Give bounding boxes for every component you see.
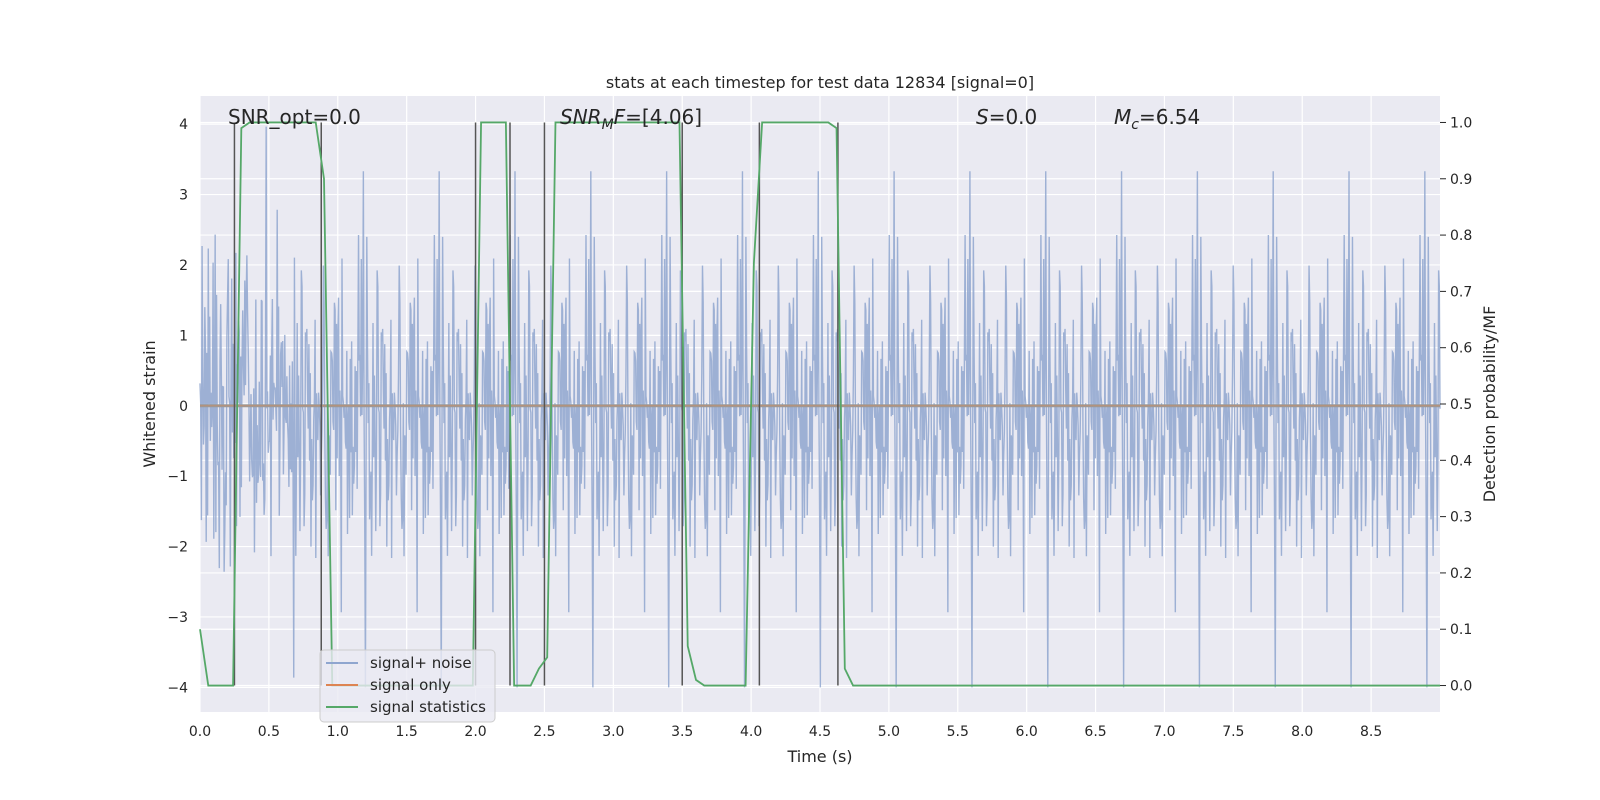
y2-axis-label: Detection probability/MF — [1480, 306, 1499, 503]
annotation-snr-mf-value: =[4.06] — [625, 105, 702, 129]
x-tick-label: 3.0 — [602, 724, 624, 740]
annotation-snr-mf-italic: SNR — [560, 105, 602, 129]
annotation-snr-mf-sub: M — [602, 117, 614, 133]
y-tick-label: −1 — [167, 469, 188, 485]
annotation-mc-sub: c — [1131, 117, 1139, 133]
y2-tick-label: 0.5 — [1450, 397, 1472, 413]
x-tick-label: 8.5 — [1360, 724, 1382, 740]
x-tick-label: 4.5 — [809, 724, 831, 740]
y2-tick-labels: 1.0 0.9 0.8 0.7 0.6 0.5 0.4 0.3 0.2 0.1 0.0 — [1440, 115, 1472, 695]
annotation-snr-opt: SNR_opt=0.0 — [228, 105, 361, 129]
x-tick-label: 0.0 — [189, 724, 211, 740]
y2-tick-label: 0.9 — [1450, 172, 1472, 188]
signal-noise-line — [199, 126, 1441, 688]
annotation-mc: Mc=6.54 — [1114, 105, 1200, 133]
y2-tick-label: 1.0 — [1450, 115, 1472, 131]
y2-tick-label: 0.0 — [1450, 679, 1472, 695]
y-tick-label: 1 — [179, 328, 188, 344]
y-tick-label: −4 — [167, 680, 188, 696]
y-tick-label: 3 — [179, 188, 188, 204]
x-tick-labels: 0.0 0.5 1.0 1.5 2.0 2.5 3.0 3.5 4.0 4.5 5.0 5.5 6.0 6… — [189, 724, 1382, 740]
signal-noise-series — [199, 126, 1441, 688]
x-tick-label: 3.5 — [671, 724, 693, 740]
x-tick-label: 7.0 — [1153, 724, 1175, 740]
y-tick-label: −2 — [167, 540, 188, 556]
grid-lines — [199, 96, 1440, 712]
legend-label-signal-noise: signal+ noise — [370, 654, 472, 672]
y2-tick-label: 0.1 — [1450, 622, 1472, 638]
annotation-s-value: =0.0 — [989, 105, 1038, 129]
x-tick-label: 2.5 — [533, 724, 555, 740]
y2-tick-label: 0.4 — [1450, 453, 1472, 469]
annotation-snr-mf-italic2: F — [614, 105, 626, 129]
y-tick-label: −3 — [167, 610, 188, 626]
x-tick-label: 6.0 — [1016, 724, 1038, 740]
x-tick-label: 5.5 — [947, 724, 969, 740]
y-tick-labels: 4 3 2 1 0 −1 −2 −3 −4 — [167, 117, 188, 696]
y2-tick-label: 0.2 — [1450, 566, 1472, 582]
x-tick-label: 1.5 — [396, 724, 418, 740]
legend-label-signal-statistics: signal statistics — [370, 698, 486, 716]
legend: signal+ noise signal only signal statist… — [319, 649, 496, 723]
y-axis-label: Whitened strain — [140, 340, 159, 467]
annotation-s: S=0.0 — [976, 105, 1037, 129]
x-tick-label: 8.0 — [1291, 724, 1313, 740]
y2-tick-label: 0.6 — [1450, 341, 1472, 357]
x-tick-label: 6.5 — [1084, 724, 1106, 740]
x-tick-label: 7.5 — [1222, 724, 1244, 740]
y-tick-label: 0 — [179, 399, 188, 415]
legend-label-signal-only: signal only — [370, 676, 451, 694]
signal-statistics-line — [199, 121, 1440, 687]
signal-statistics-series — [199, 121, 1440, 687]
y-tick-label: 2 — [179, 258, 188, 274]
x-axis-label: Time (s) — [786, 747, 852, 766]
y2-tick-label: 0.7 — [1450, 284, 1472, 300]
x-tick-label: 2.0 — [464, 724, 486, 740]
chart-title: stats at each timestep for test data 128… — [606, 73, 1034, 92]
x-tick-label: 1.0 — [327, 724, 349, 740]
y-tick-label: 4 — [179, 117, 188, 133]
x-tick-label: 0.5 — [258, 724, 280, 740]
annotation-mc-value: =6.54 — [1139, 105, 1200, 129]
x-tick-label: 4.0 — [740, 724, 762, 740]
annotation-snr-mf: SNRMF=[4.06] — [560, 105, 702, 133]
y2-tick-label: 0.8 — [1450, 228, 1472, 244]
x-tick-label: 5.0 — [878, 724, 900, 740]
legend-box — [319, 649, 496, 723]
y2-tick-label: 0.3 — [1450, 510, 1472, 526]
annotation-s-italic: S — [976, 105, 989, 129]
annotation-mc-italic: M — [1114, 105, 1131, 129]
